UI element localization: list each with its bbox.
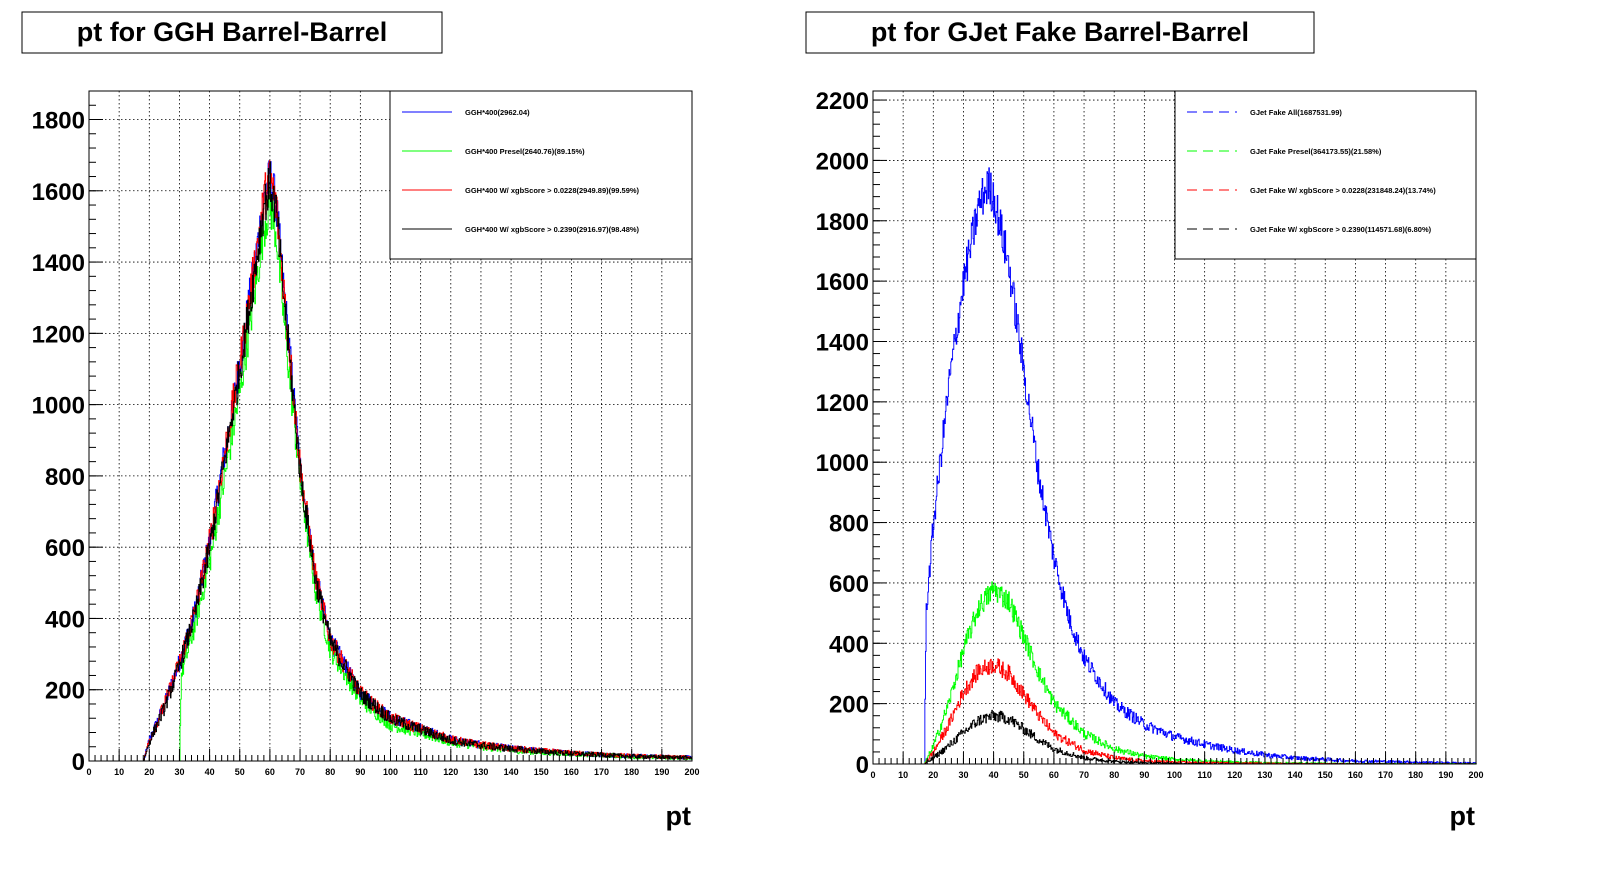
x-tick-label: 140 (1288, 770, 1303, 780)
x-tick-label: 120 (1227, 770, 1242, 780)
y-tick-label: 1000 (32, 393, 85, 420)
axes: 0200400600800100012001400160018002000220… (816, 88, 1484, 780)
y-tick-label: 1600 (816, 269, 869, 296)
x-axis-label: pt (1450, 801, 1475, 831)
x-tick-label: 130 (1257, 770, 1272, 780)
legend-entry-label: GGH*400(2962.04) (465, 108, 530, 117)
y-tick-label: 600 (829, 571, 869, 598)
x-tick-label: 120 (443, 767, 458, 777)
title-box (21, 11, 443, 54)
y-tick-label: 200 (45, 678, 85, 705)
y-tick-label: 2000 (816, 148, 869, 175)
series-line-2 (924, 658, 1477, 765)
y-tick-label: 0 (856, 752, 869, 779)
legend-entry-label: GGH*400 W/ xgbScore > 0.2390(2916.97)(98… (465, 225, 640, 234)
x-tick-label: 30 (174, 767, 184, 777)
title-box (805, 11, 1315, 54)
x-tick-label: 150 (534, 767, 549, 777)
y-tick-label: 1800 (32, 108, 85, 135)
x-tick-label: 90 (1139, 770, 1149, 780)
x-tick-label: 170 (594, 767, 609, 777)
x-tick-label: 70 (1079, 770, 1089, 780)
x-tick-label: 110 (1197, 770, 1212, 780)
legend-box (389, 90, 693, 260)
x-tick-label: 100 (383, 767, 398, 777)
y-tick-label: 800 (829, 511, 869, 538)
legend-box (1174, 90, 1477, 260)
x-tick-label: 80 (325, 767, 335, 777)
chart-title: pt for GGH Barrel-Barrel (77, 17, 388, 47)
x-tick-label: 0 (870, 770, 875, 780)
y-tick-label: 0 (72, 749, 85, 776)
legend-entry-label: GGH*400 W/ xgbScore > 0.0228(2949.89)(99… (465, 186, 640, 195)
x-tick-label: 200 (1468, 770, 1483, 780)
x-tick-label: 10 (898, 770, 908, 780)
x-tick-label: 20 (144, 767, 154, 777)
x-tick-label: 40 (205, 767, 215, 777)
legend: GJet Fake All(1687531.99) GJet Fake Prese… (1174, 90, 1477, 260)
y-tick-label: 1600 (32, 179, 85, 206)
x-tick-label: 60 (1049, 770, 1059, 780)
x-tick-label: 0 (86, 767, 91, 777)
legend-entry-label: GJet Fake Presel(364173.55)(21.58%) (1250, 147, 1382, 156)
x-tick-label: 130 (473, 767, 488, 777)
legend: GGH*400(2962.04) GGH*400 Presel(2640.76)(… (389, 90, 693, 260)
x-tick-label: 10 (114, 767, 124, 777)
y-tick-label: 1400 (32, 250, 85, 277)
x-tick-label: 180 (624, 767, 639, 777)
x-tick-label: 180 (1408, 770, 1423, 780)
x-tick-label: 140 (504, 767, 519, 777)
x-tick-label: 160 (1348, 770, 1363, 780)
x-tick-label: 40 (989, 770, 999, 780)
series-line-3 (143, 161, 693, 761)
x-tick-label: 70 (295, 767, 305, 777)
x-tick-label: 150 (1318, 770, 1333, 780)
y-tick-label: 1200 (32, 321, 85, 348)
axes: 0 200 400 600 800 1000 1200 1400 1600 1800 0 10 20 30… (32, 90, 700, 777)
x-tick-label: 90 (355, 767, 365, 777)
x-tick-label: 50 (1019, 770, 1029, 780)
x-tick-label: 110 (413, 767, 428, 777)
chart-panel-ggh: pt for GGH Barrel-Barrel 020040060080010… (21, 11, 700, 831)
chart-title: pt for GJet Fake Barrel-Barrel (871, 17, 1249, 47)
x-axis-label: pt (666, 801, 691, 831)
legend-entry-label: GGH*400 Presel(2640.76)(89.15%) (465, 147, 585, 156)
x-tick-label: 170 (1378, 770, 1393, 780)
x-tick-label: 20 (928, 770, 938, 780)
y-tick-label: 1000 (816, 450, 869, 477)
plot-area (143, 160, 693, 761)
x-tick-label: 50 (235, 767, 245, 777)
y-tick-label: 800 (45, 464, 85, 491)
y-tick-label: 2200 (816, 88, 869, 115)
x-tick-label: 160 (564, 767, 579, 777)
x-tick-label: 80 (1109, 770, 1119, 780)
legend-entry-label: GJet Fake W/ xgbScore > 0.2390(114571.68… (1250, 225, 1432, 234)
x-tick-label: 100 (1167, 770, 1182, 780)
y-tick-label: 600 (45, 535, 85, 562)
x-tick-label: 60 (265, 767, 275, 777)
y-tick-label: 1800 (816, 209, 869, 236)
y-tick-label: 400 (45, 606, 85, 633)
legend-entry-label: GJet Fake All(1687531.99) (1250, 108, 1342, 117)
y-tick-label: 200 (829, 692, 869, 719)
legend-entry-label: GJet Fake W/ xgbScore > 0.0228(231848.24… (1250, 186, 1436, 195)
x-tick-label: 190 (1438, 770, 1453, 780)
y-tick-label: 1400 (816, 329, 869, 356)
x-tick-label: 190 (654, 767, 669, 777)
y-tick-label: 400 (829, 631, 869, 658)
series-line-3 (924, 709, 1477, 765)
x-tick-label: 200 (684, 767, 699, 777)
chart-panel-gjet: pt for GJet Fake Barrel-Barrel 020040060… (805, 11, 1484, 831)
y-tick-label: 1200 (816, 390, 869, 417)
series-line-0 (924, 167, 1477, 765)
x-tick-label: 30 (958, 770, 968, 780)
